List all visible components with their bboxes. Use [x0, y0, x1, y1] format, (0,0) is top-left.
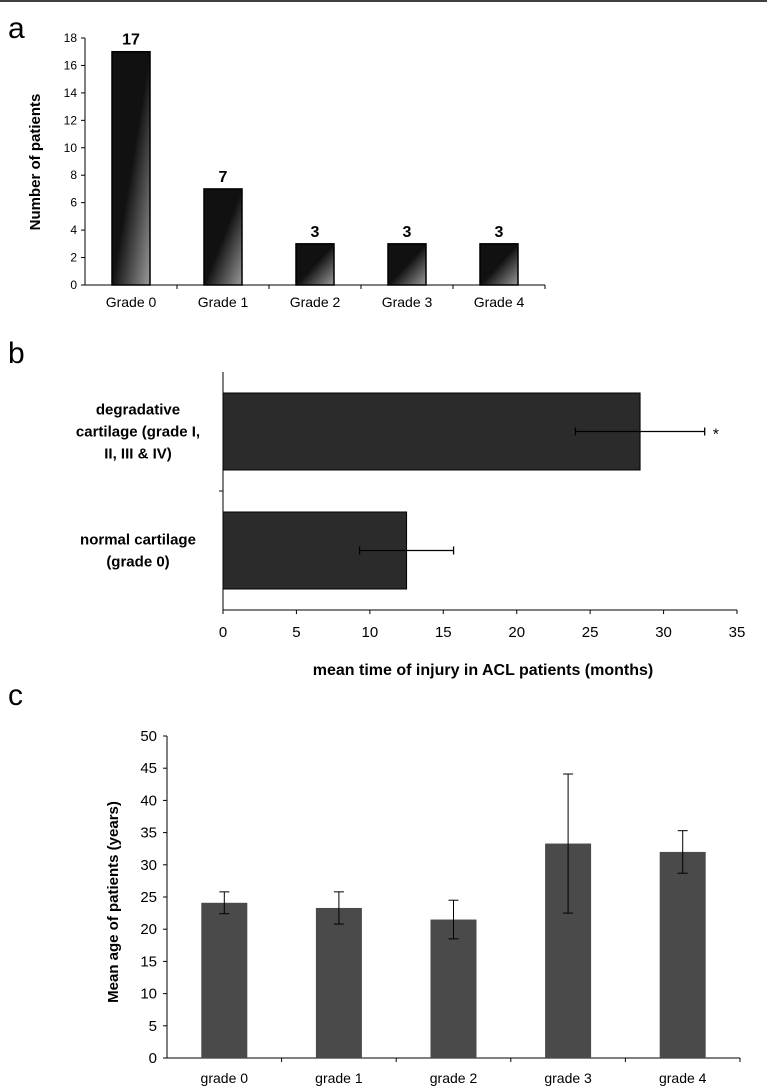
panel-a-y-tick-label: 4	[70, 223, 77, 237]
panel-a-letter: a	[8, 12, 25, 45]
panel-a-y-tick-label: 14	[64, 86, 78, 100]
panel-c-category-label: grade 4	[659, 1070, 707, 1086]
panel-a-category-label: Grade 0	[106, 294, 157, 310]
panel-a-y-tick-label: 2	[70, 251, 77, 265]
panel-b-x-tick-label: 20	[508, 624, 525, 641]
panel-c-category-label: grade 3	[544, 1070, 592, 1086]
panel-c-y-tick-label: 35	[140, 825, 157, 842]
panel-c-bar-chart: c Mean age of patients (years) 0 5 10 15 20 2…	[8, 679, 741, 1086]
panel-c-y-tick-label: 5	[149, 1018, 157, 1035]
panel-c-y-tick-label: 40	[140, 792, 157, 809]
panel-c-category-label: grade 1	[315, 1070, 363, 1086]
panel-b-letter: b	[8, 337, 25, 370]
panel-c-y-tick-label: 10	[140, 986, 157, 1003]
panel-b-bar-chart: b mean time of injury in ACL patients (m…	[8, 337, 745, 679]
panel-a-bar	[479, 243, 519, 286]
panel-c-letter: c	[8, 679, 23, 712]
panel-b-category-label-line: degradative	[96, 402, 180, 419]
panel-c-y-tick-label: 30	[140, 857, 157, 874]
panel-a-y-tick-label: 10	[64, 141, 78, 155]
panel-b-bar	[222, 392, 641, 471]
panel-b-x-axis-title: mean time of injury in ACL patients (mon…	[313, 662, 653, 679]
panel-c-bar	[659, 851, 706, 1058]
panel-c-y-tick-label: 45	[140, 760, 157, 777]
panel-b-category-label-line: cartilage (grade I,	[76, 424, 200, 441]
panel-a-category-label: Grade 4	[474, 294, 525, 310]
panel-b-x-tick-label: 5	[292, 624, 300, 641]
panel-c-bar	[315, 907, 362, 1058]
panel-a-data-label: 3	[403, 224, 412, 241]
panel-b-x-tick-label: 15	[435, 624, 452, 641]
panel-b-x-tick-label: 10	[362, 624, 379, 641]
panel-a-bar	[111, 50, 151, 286]
panel-a-y-tick-label: 0	[70, 278, 77, 292]
panel-c-y-tick-label: 0	[149, 1050, 157, 1067]
panel-a-bar	[387, 243, 427, 286]
panel-b-category-label-line: II, III & IV)	[104, 446, 172, 463]
panel-a-y-tick-label: 6	[70, 196, 77, 210]
panel-b-category-label: normal cartilage (grade 0)	[80, 532, 196, 571]
panel-b-x-tick-label: 25	[582, 624, 599, 641]
panel-a-y-tick-label: 12	[64, 113, 78, 127]
panel-a-bar	[203, 188, 243, 286]
panel-a-category-label: Grade 2	[290, 294, 341, 310]
panel-b-category-label: degradative cartilage (grade I, II, III & …	[76, 402, 200, 463]
panel-b-significance-marker: *	[713, 427, 719, 444]
panel-c-y-tick-label: 20	[140, 921, 157, 938]
panel-c-y-tick-label: 25	[140, 889, 157, 906]
panel-a-data-label: 3	[311, 224, 320, 241]
panel-b-x-tick-label: 30	[655, 624, 672, 641]
panel-a-category-label: Grade 1	[198, 294, 249, 310]
panel-a-y-tick-label: 16	[64, 58, 78, 72]
panel-c-y-tick-label: 15	[140, 953, 157, 970]
panel-c-bar	[201, 902, 248, 1058]
panel-b-x-tick-label: 35	[729, 624, 746, 641]
panel-c-y-axis-title: Mean age of patients (years)	[105, 801, 122, 1003]
panel-c-category-label: grade 2	[430, 1070, 478, 1086]
panel-b-category-label-line: normal cartilage	[80, 532, 196, 549]
panel-a-bar	[295, 243, 335, 286]
panel-a-y-tick-label: 8	[70, 168, 77, 182]
panel-c-category-label: grade 0	[201, 1070, 249, 1086]
panel-c-y-tick-label: 50	[140, 728, 157, 745]
panel-b-x-tick-label: 0	[219, 624, 227, 641]
panel-a-y-axis-title: Number of patients	[27, 94, 44, 231]
panel-a-data-label: 7	[219, 169, 228, 186]
panel-b-category-label-line: (grade 0)	[106, 554, 169, 571]
panel-a-data-label: 17	[122, 32, 140, 49]
panel-a-bar-chart: a Number of patients 0 2 4 6 8 10 12 14 16 18 Gra…	[8, 12, 546, 310]
panel-c-bar	[430, 919, 477, 1058]
panel-a-category-label: Grade 3	[382, 294, 433, 310]
panel-a-y-tick-label: 18	[64, 31, 78, 45]
panel-a-data-label: 3	[495, 224, 504, 241]
